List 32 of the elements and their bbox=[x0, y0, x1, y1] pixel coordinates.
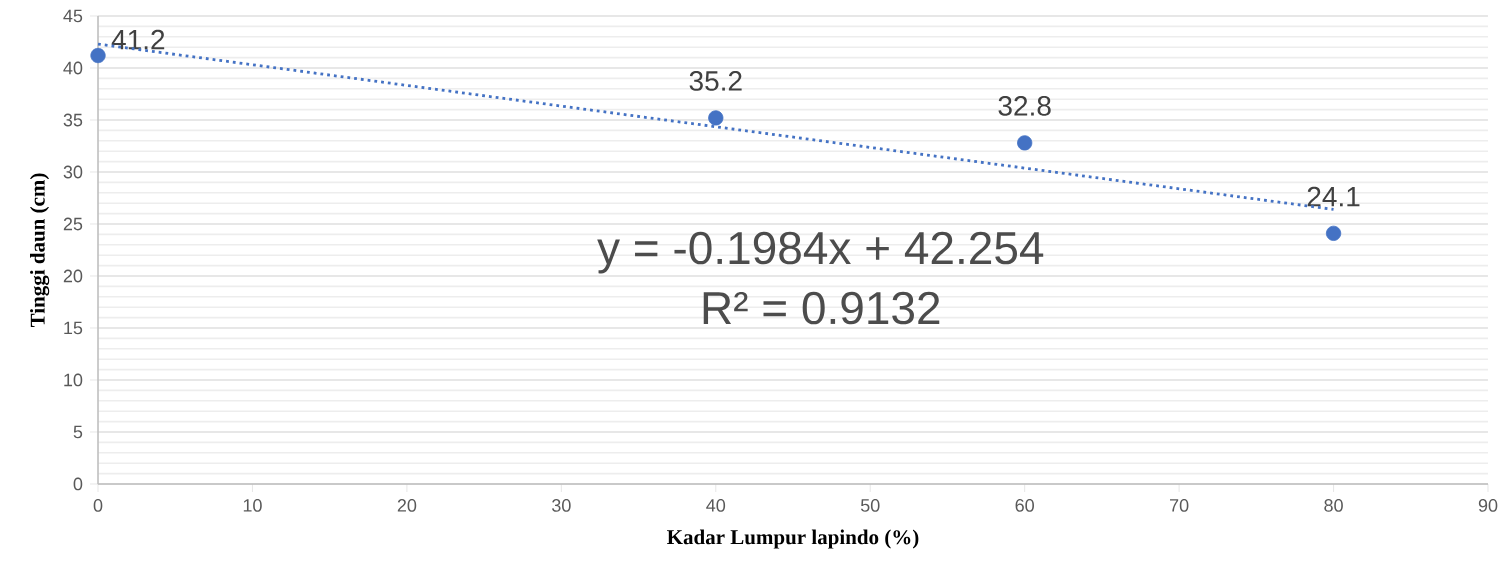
point bbox=[708, 110, 724, 126]
x-tick-label: 80 bbox=[1324, 499, 1343, 512]
y-tick-label: 45 bbox=[63, 9, 83, 23]
y-tick-label: 0 bbox=[73, 477, 83, 491]
y-tick-label: 5 bbox=[73, 425, 83, 439]
y-tick-label: 10 bbox=[64, 373, 83, 387]
x-tick-label: 50 bbox=[860, 499, 880, 512]
x-tick-label: 90 bbox=[1478, 499, 1498, 512]
data-label: 24.1 bbox=[1307, 186, 1360, 207]
point bbox=[1017, 135, 1033, 151]
data-label: 35.2 bbox=[689, 71, 742, 91]
data-label: 41.2 bbox=[111, 29, 165, 50]
data-label: 32.8 bbox=[998, 95, 1051, 116]
y-tick-label: 15 bbox=[64, 321, 83, 335]
point bbox=[90, 47, 106, 64]
annotation: y = -0.1984x + 42.254 bbox=[597, 231, 1044, 274]
point bbox=[1325, 225, 1342, 241]
y-axis-title: Tinggi daun (cm) bbox=[30, 173, 50, 328]
y-tick-label: 25 bbox=[63, 217, 83, 231]
x-tick-label: 30 bbox=[552, 499, 571, 512]
x-axis-title: Kadar Lumpur lapindo (%) bbox=[667, 529, 919, 549]
y-tick-label: 35 bbox=[63, 113, 83, 127]
x-tick-label: 20 bbox=[397, 499, 417, 512]
x-tick-label: 40 bbox=[706, 499, 726, 512]
y-tick-label: 30 bbox=[63, 165, 83, 179]
y-tick-label: 20 bbox=[63, 269, 83, 283]
annotation: R² = 0.9132 bbox=[703, 291, 940, 325]
x-tick-label: 0 bbox=[93, 499, 103, 512]
y-tick-label: 40 bbox=[63, 61, 83, 75]
x-tick-label: 10 bbox=[243, 499, 262, 512]
x-tick-label: 60 bbox=[1015, 499, 1034, 512]
x-tick-label: 70 bbox=[1170, 499, 1189, 512]
